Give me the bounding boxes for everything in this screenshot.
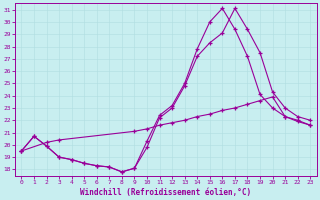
X-axis label: Windchill (Refroidissement éolien,°C): Windchill (Refroidissement éolien,°C) bbox=[80, 188, 252, 197]
